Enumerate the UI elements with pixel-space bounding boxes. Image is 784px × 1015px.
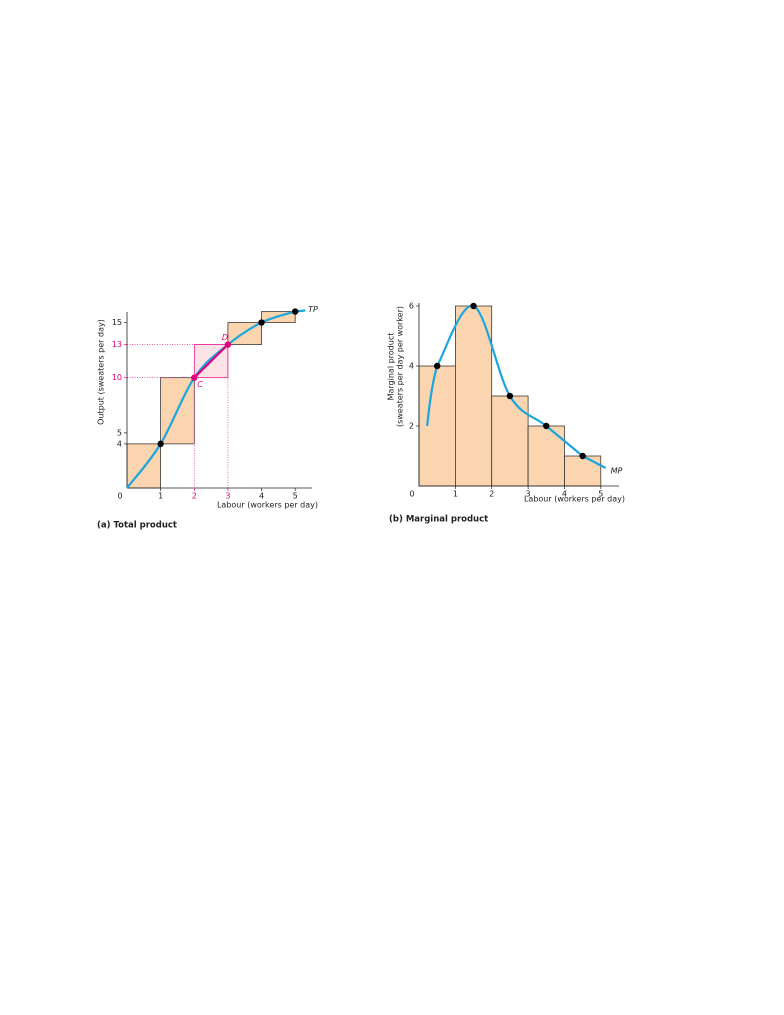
x-tick-label: 3	[225, 492, 230, 501]
y-tick-label: 4	[409, 362, 414, 371]
y-tick-label: 13	[112, 340, 122, 349]
point	[470, 302, 477, 310]
y-tick-label: 2	[409, 422, 414, 431]
curve-label: MP	[611, 467, 623, 476]
panel: 0 1 2 3 4 5 4 5 10 13 15 TP C D Labour (workers per da…	[97, 305, 319, 530]
x-tick-label: 5	[598, 490, 603, 499]
point	[506, 392, 514, 400]
bar	[491, 395, 529, 487]
x-tick-label: 2	[489, 490, 494, 499]
y-tick-label: 10	[112, 373, 122, 382]
curve-label: TP	[308, 305, 318, 314]
curve	[436, 304, 584, 457]
x-tick-label: 4	[562, 490, 567, 499]
bar	[418, 365, 456, 487]
y-tick-label: 5	[117, 428, 122, 437]
point	[258, 319, 265, 326]
x-axis-label: Labour (workers per day)	[524, 495, 625, 504]
x-tick-label: 5	[293, 492, 298, 501]
y-axis-label: (sweaters per day per worker)	[396, 306, 405, 427]
caption: (b) Marginal product	[389, 515, 488, 525]
curve-tail	[426, 365, 439, 427]
panel: 0 1 2 3 4 5 2 4 6 MP Labour (workers per day) Margi…	[387, 302, 626, 525]
point	[191, 374, 198, 381]
curve-tail	[582, 455, 607, 469]
point	[433, 362, 441, 370]
bar	[455, 305, 493, 487]
y-tick-label: 15	[112, 318, 122, 327]
x-tick-label: 1	[158, 492, 163, 501]
x-axis-label: Labour (workers per day)	[217, 501, 318, 510]
y-axis-label: Output (sweaters per day)	[97, 319, 106, 425]
x-tick-label: 0	[409, 490, 414, 499]
point	[224, 341, 232, 348]
bar	[527, 425, 565, 487]
bar	[564, 455, 602, 487]
point	[157, 440, 164, 448]
x-tick-label: 3	[526, 490, 531, 499]
x-tick-label: 0	[117, 492, 122, 501]
x-tick-label: 4	[259, 492, 264, 501]
y-axis-label: Marginal product	[387, 333, 396, 401]
point-label: D	[222, 333, 228, 342]
point	[543, 422, 550, 430]
point	[579, 452, 586, 460]
x-tick-label: 1	[453, 490, 458, 499]
x-tick-label: 2	[192, 492, 197, 501]
y-tick-label: 4	[117, 439, 122, 448]
point-label: C	[197, 380, 203, 389]
caption: (a) Total product	[97, 521, 177, 531]
y-tick-label: 6	[409, 302, 414, 311]
point	[291, 308, 299, 315]
